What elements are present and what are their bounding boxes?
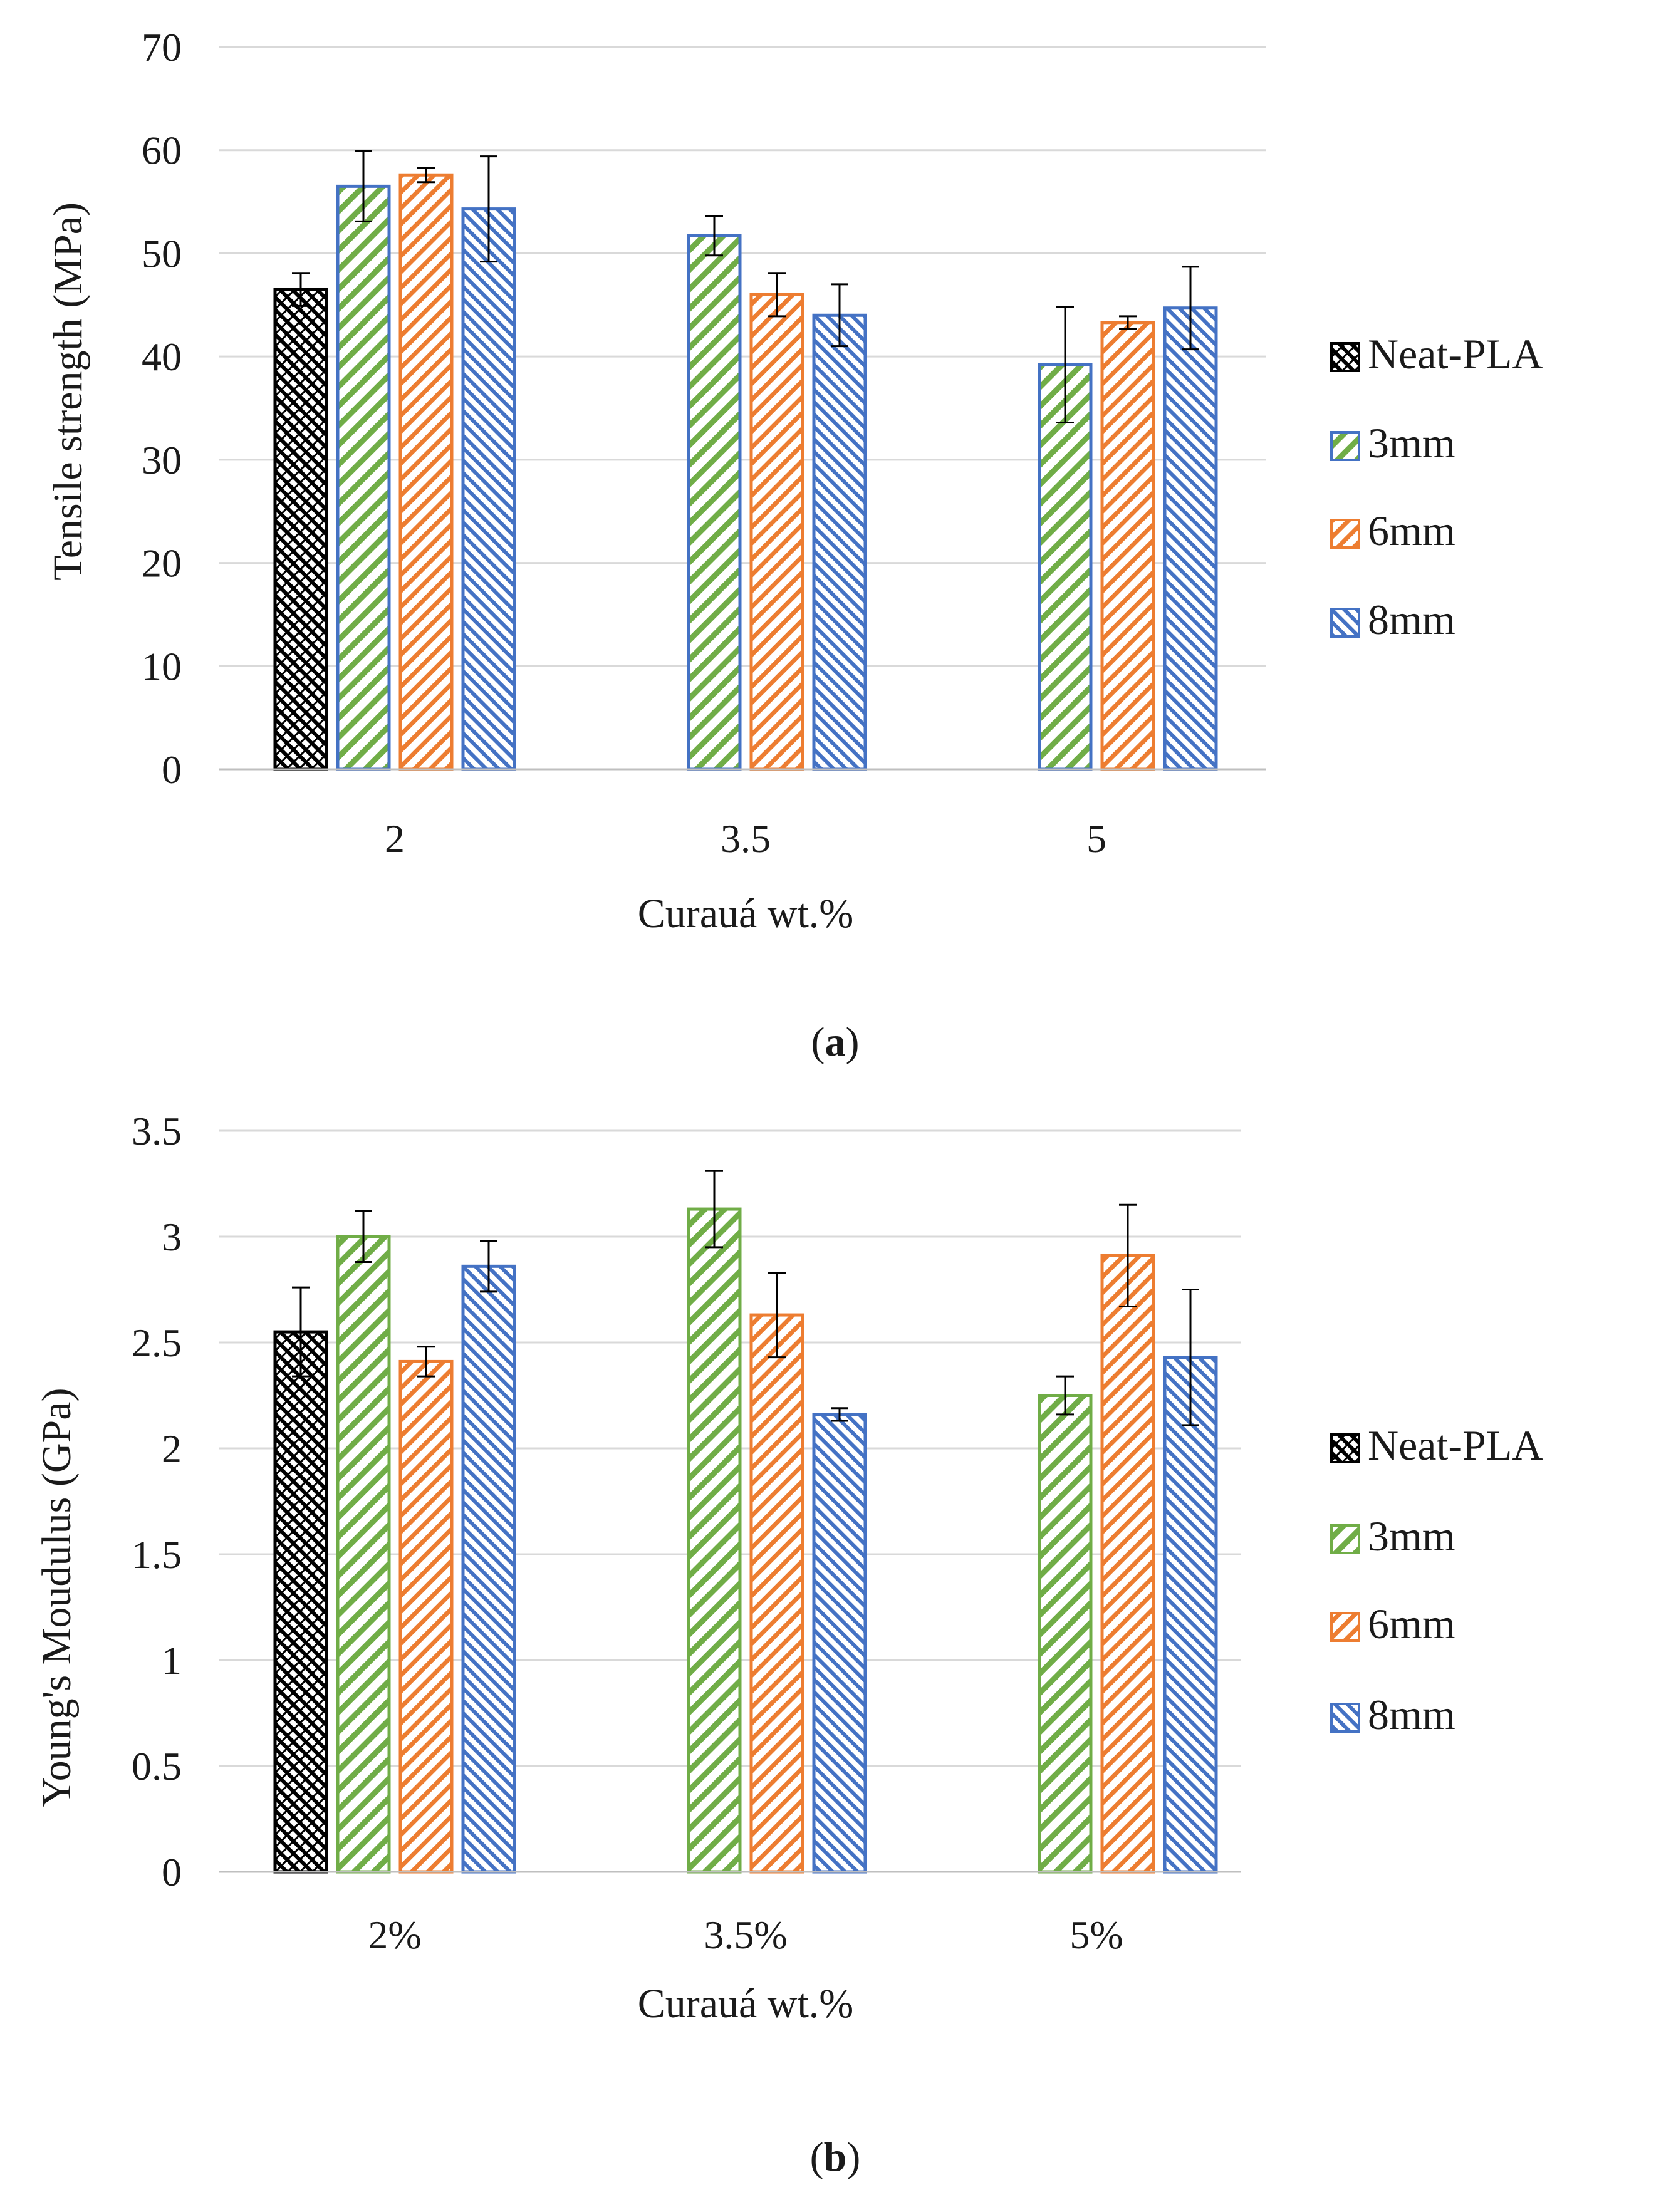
panel-a-legend-item-8mm: 8mm xyxy=(1330,596,1455,643)
panel-b-ytick-label: 0.5 xyxy=(132,1744,182,1789)
panel-b-bar-8mm-5pct xyxy=(1163,1356,1218,1874)
panel-b-legend-item-6mm: 6mm xyxy=(1330,1600,1455,1648)
legend-label: 3mm xyxy=(1368,419,1455,467)
legend-swatch xyxy=(1330,1612,1360,1642)
legend-swatch xyxy=(1330,608,1360,638)
panel-a-xtick-label: 2 xyxy=(385,816,405,861)
panel-a-ytick-label: 20 xyxy=(142,541,182,586)
panel-a-bar-3mm-3.5 xyxy=(687,234,742,771)
panel-a-errorbar xyxy=(705,215,723,257)
panel-b-xtick-label: 2% xyxy=(368,1913,421,1957)
panel-a-errorbar xyxy=(768,272,786,318)
panel-b-legend-item-neat-pla: Neat-PLA xyxy=(1330,1421,1543,1469)
panel-a-caption: (a) xyxy=(811,1019,860,1065)
panel-a-bar-neat-pla-2 xyxy=(273,288,328,771)
panel-a-errorbar xyxy=(1182,266,1199,351)
panel-a-ytick-label: 40 xyxy=(142,335,182,379)
panel-a-ytick-label: 60 xyxy=(142,128,182,173)
panel-b-bar-6mm-5pct xyxy=(1100,1254,1155,1874)
panel-a-errorbar xyxy=(355,150,372,222)
panel-a-errorbar xyxy=(292,272,310,307)
panel-a-bar-8mm-5 xyxy=(1163,306,1218,771)
panel-a-xtick-label: 5 xyxy=(1086,816,1106,861)
panel-a-errorbar xyxy=(480,155,497,263)
legend-swatch xyxy=(1330,431,1360,461)
panel-b-ytick-label: 3 xyxy=(162,1215,182,1259)
panel-b-ytick-label: 3.5 xyxy=(132,1109,182,1153)
panel-b-errorbar xyxy=(480,1240,497,1293)
panel-b-bar-8mm-2pct xyxy=(461,1264,516,1874)
panel-a-errorbar xyxy=(1119,315,1137,330)
panel-a-bar-6mm-5 xyxy=(1100,321,1155,771)
panel-b-ylabel: Young's Moudulus (GPa) xyxy=(34,1388,80,1807)
panel-b-bar-8mm-3.5pct xyxy=(812,1413,867,1874)
panel-b-errorbar xyxy=(768,1271,786,1359)
panel-a-bar-6mm-2 xyxy=(398,173,454,771)
panel-b-errorbar xyxy=(417,1346,435,1378)
panel-b-errorbar xyxy=(705,1170,723,1249)
panel-a-ytick-label: 50 xyxy=(142,231,182,276)
legend-label: 3mm xyxy=(1368,1512,1455,1560)
legend-swatch xyxy=(1330,1703,1360,1733)
legend-label: 8mm xyxy=(1368,596,1455,643)
panel-a-xlabel: Curauá wt.% xyxy=(638,891,854,937)
panel-b-ytick-label: 2 xyxy=(162,1426,182,1471)
panel-a-errorbar xyxy=(417,167,435,184)
panel-b-xtick-label: 3.5% xyxy=(704,1913,787,1957)
panel-a-ytick-label: 30 xyxy=(142,438,182,482)
panel-a-errorbar xyxy=(831,283,848,348)
legend-label: 8mm xyxy=(1368,1691,1455,1738)
legend-swatch xyxy=(1330,1433,1360,1463)
panel-a-bar-6mm-3.5 xyxy=(749,293,804,771)
panel-a-tensile-strength: 0 10 20 30 40 50 60 70 2 3.5 5 Neat-PLA 3mm 6mm 8mm xyxy=(142,25,1543,861)
panel-a-bar-3mm-5 xyxy=(1038,363,1093,771)
panel-b-errorbar xyxy=(292,1286,310,1378)
panel-a-legend-item-neat-pla: Neat-PLA xyxy=(1330,330,1543,378)
panel-b-ytick-label: 0 xyxy=(162,1850,182,1894)
panel-b-bar-6mm-2pct xyxy=(398,1359,454,1874)
legend-swatch xyxy=(1330,1524,1360,1554)
panel-b-bar-3mm-2pct xyxy=(336,1235,391,1874)
panel-b-errorbar xyxy=(1056,1375,1074,1416)
panel-b-errorbar xyxy=(831,1407,848,1422)
panel-b-bar-3mm-5pct xyxy=(1038,1394,1093,1874)
panel-b-errorbar xyxy=(355,1210,372,1264)
panel-a-bar-8mm-3.5 xyxy=(812,313,867,771)
panel-b-youngs-modulus: 0 0.5 1 1.5 2 2.5 3 3.5 2% 3.5% 5% Neat-PLA 3mm 6mm 8m… xyxy=(132,1109,1543,1957)
legend-swatch xyxy=(1330,519,1360,549)
panel-a-legend-item-6mm: 6mm xyxy=(1330,507,1455,554)
legend-label: Neat-PLA xyxy=(1368,1421,1543,1469)
panel-b-ytick-label: 1 xyxy=(162,1638,182,1683)
panel-a-legend-item-3mm: 3mm xyxy=(1330,419,1455,467)
panel-a-ytick-label: 70 xyxy=(142,25,182,70)
panel-b-ytick-label: 2.5 xyxy=(132,1321,182,1365)
panel-b-bar-3mm-3.5pct xyxy=(687,1207,742,1874)
legend-swatch xyxy=(1330,342,1360,372)
panel-a-bar-3mm-2 xyxy=(336,184,391,771)
panel-a-ytick-label: 10 xyxy=(142,644,182,688)
panel-b-legend-item-8mm: 8mm xyxy=(1330,1691,1455,1738)
panel-b-xtick-label: 5% xyxy=(1070,1913,1123,1957)
panel-a-errorbar xyxy=(1056,306,1074,424)
panel-b-ytick-label: 1.5 xyxy=(132,1532,182,1577)
panel-a-xtick-label: 3.5 xyxy=(721,816,771,861)
panel-a-ytick-label: 0 xyxy=(162,747,182,792)
panel-b-bar-6mm-3.5pct xyxy=(749,1313,804,1874)
panel-b-bar-neat-pla-2pct xyxy=(273,1330,328,1874)
panel-b-caption: (b) xyxy=(810,2134,861,2180)
legend-label: 6mm xyxy=(1368,507,1455,554)
legend-label: Neat-PLA xyxy=(1368,330,1543,378)
panel-b-errorbar xyxy=(1119,1203,1137,1308)
panel-b-errorbar xyxy=(1182,1289,1199,1426)
legend-label: 6mm xyxy=(1368,1600,1455,1648)
panel-b-xlabel: Curauá wt.% xyxy=(638,1981,854,2027)
panel-a-bar-8mm-2 xyxy=(461,207,516,771)
panel-a-ylabel: Tensile strength (MPa) xyxy=(45,202,91,581)
panel-b-legend-item-3mm: 3mm xyxy=(1330,1512,1455,1560)
